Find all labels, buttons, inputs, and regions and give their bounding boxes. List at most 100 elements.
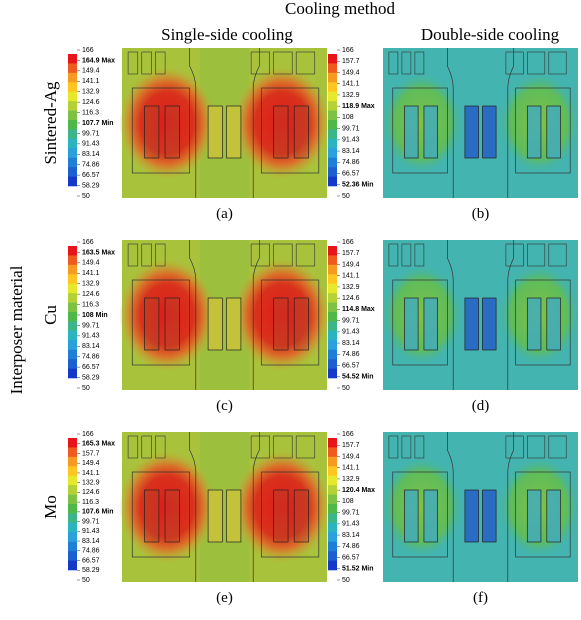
colorbar-band — [68, 148, 77, 158]
legend-label: 157.7 — [342, 250, 360, 257]
legend-label: 132.9 — [342, 284, 360, 291]
legend-label: 132.9 — [82, 480, 100, 487]
legend-label: 141.1 — [82, 470, 100, 477]
colorbar-band — [68, 485, 77, 495]
colorbar-band — [328, 438, 337, 448]
colorbar-band — [68, 167, 77, 177]
chip — [424, 106, 438, 158]
colorbar-band — [68, 340, 77, 350]
chip — [547, 490, 561, 542]
legend-label: 58.29 — [82, 374, 100, 381]
legend-label: 66.57 — [342, 362, 360, 369]
legend-label: 166 — [82, 47, 94, 54]
chip — [294, 298, 308, 350]
colorbar-band — [68, 359, 77, 369]
colorbar-band — [328, 485, 337, 495]
chip — [165, 490, 179, 542]
legend-label: 124.6 — [82, 99, 100, 106]
legend-label: 66.57 — [342, 170, 360, 177]
legend-label: 91.43 — [82, 528, 100, 535]
colorbar-band — [328, 466, 337, 476]
colorbar-band — [68, 542, 77, 552]
colorbar-band — [68, 523, 77, 533]
colorbar-band — [328, 551, 337, 561]
legend-label: 50 — [342, 193, 350, 200]
colorbar-band — [68, 63, 77, 73]
legend-label: 164.9 Max — [82, 57, 115, 64]
legend-label: 149.4 — [82, 460, 100, 467]
legend-label: 74.86 — [342, 159, 360, 166]
legend-label: 91.43 — [342, 521, 360, 528]
legend-label: 141.1 — [342, 273, 360, 280]
colorbar-band — [68, 54, 77, 64]
legend-label: 114.8 Max — [342, 306, 375, 313]
colorbar-band — [328, 350, 337, 360]
colorbar-band — [68, 92, 77, 102]
legend-label: 120.4 Max — [342, 487, 375, 494]
chip — [404, 106, 418, 158]
chip — [424, 490, 438, 542]
legend-label: 99.71 — [82, 130, 100, 137]
chip — [145, 106, 159, 158]
colorbar-band — [68, 111, 77, 121]
legend-label: 83.14 — [342, 340, 360, 347]
colorbar-band — [68, 476, 77, 486]
chip — [165, 298, 179, 350]
colorbar-band — [328, 359, 337, 369]
colorbar-band — [328, 167, 337, 177]
colorbar-band — [68, 246, 77, 256]
chip — [482, 490, 496, 542]
colorbar-band — [328, 447, 337, 457]
row-label: Cu — [41, 305, 60, 325]
colorbar-band — [68, 129, 77, 139]
colorbar-band — [328, 293, 337, 303]
legend-label: 165.3 Max — [82, 441, 115, 448]
colorbar-band — [328, 284, 337, 294]
legend-label: 50 — [342, 577, 350, 584]
colorbar-band — [328, 274, 337, 284]
legend-label: 50 — [342, 385, 350, 392]
legend-label: 74.86 — [82, 162, 100, 169]
legend-label: 132.9 — [82, 281, 100, 288]
chip — [294, 490, 308, 542]
column-heading: Double-side cooling — [421, 25, 560, 44]
legend-label: 83.14 — [342, 148, 360, 155]
colorbar-band — [328, 158, 337, 168]
colorbar-band — [328, 457, 337, 467]
thermal-map — [382, 240, 579, 390]
legend-label: 132.9 — [342, 476, 360, 483]
chip — [294, 106, 308, 158]
chip — [527, 106, 541, 158]
legend-label: 66.57 — [82, 172, 100, 179]
colorbar-band — [328, 523, 337, 533]
colorbar-band — [328, 561, 337, 571]
legend-label: 74.86 — [342, 351, 360, 358]
panel-caption: (e) — [216, 590, 233, 606]
legend-label: 58.29 — [82, 182, 100, 189]
panel-caption: (c) — [216, 398, 233, 414]
colorbar-band — [328, 148, 337, 158]
colorbar-band — [68, 312, 77, 322]
colorbar-band — [68, 350, 77, 360]
legend-label: 91.43 — [82, 141, 100, 148]
thermal-map — [382, 432, 579, 582]
colorbar-band — [328, 542, 337, 552]
colorbar-band — [68, 265, 77, 275]
legend-label: 149.4 — [342, 453, 360, 460]
colorbar-band — [68, 551, 77, 561]
legend-label: 58.29 — [82, 567, 100, 574]
panel-caption: (f) — [473, 590, 488, 606]
panel-caption: (a) — [216, 206, 233, 222]
legend-label: 132.9 — [342, 92, 360, 99]
row-label: Mo — [41, 495, 60, 519]
legend-label: 157.7 — [82, 450, 100, 457]
legend-label: 83.14 — [82, 538, 100, 545]
chip — [227, 490, 241, 542]
legend-label: 108 — [342, 498, 354, 505]
panel-caption: (d) — [472, 398, 490, 414]
colorbar-band — [328, 532, 337, 542]
legend-label: 157.7 — [342, 442, 360, 449]
panel-caption: (b) — [472, 206, 490, 222]
legend-label: 141.1 — [82, 270, 100, 277]
colorbar-band — [328, 255, 337, 265]
